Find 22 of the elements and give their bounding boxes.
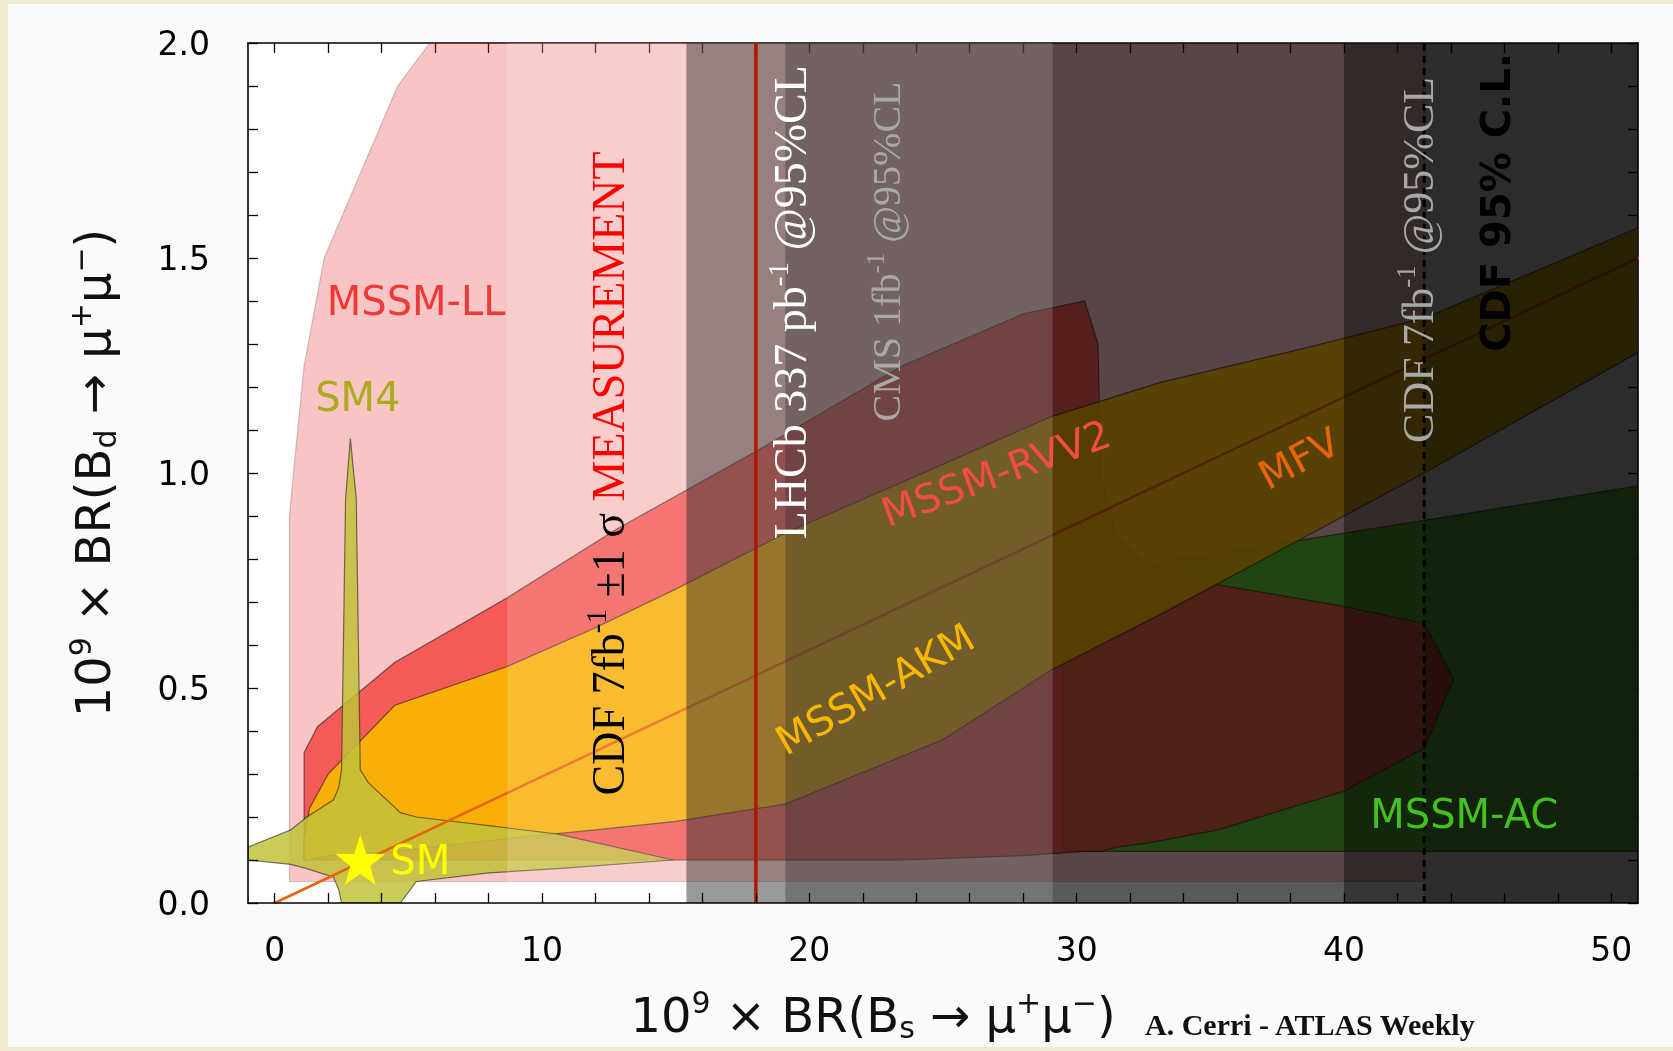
legend-label: MSSM-AC bbox=[1370, 791, 1559, 838]
y-tick-label: 0.0 bbox=[157, 883, 210, 923]
band-label: LHCb 337 pb-1 @95%CL bbox=[762, 65, 816, 540]
band-label: CDF 7fb-1 ±1 σ MEASUREMENT bbox=[580, 151, 634, 796]
text: 109 × BR(Bd → μ+μ−) bbox=[62, 228, 123, 718]
text: MFV bbox=[1250, 417, 1348, 499]
text: A. Cerri - ATLAS Weekly bbox=[1145, 1008, 1475, 1041]
y-tick-label: 1.0 bbox=[157, 453, 210, 493]
x-tick-label: 20 bbox=[788, 930, 831, 969]
y-tick-label: 1.5 bbox=[157, 238, 210, 278]
x-tick-label: 40 bbox=[1322, 930, 1365, 969]
band-label: CMS 1fb-1 @95%CL bbox=[862, 81, 909, 422]
band-label: CDF 7fb-1 @95%CL bbox=[1391, 76, 1443, 443]
legend-label: MSSM-LL bbox=[326, 278, 507, 324]
x-tick-label: 10 bbox=[521, 930, 564, 969]
x-tick-label: 50 bbox=[1590, 930, 1633, 969]
y-tick-label: 0.5 bbox=[157, 668, 210, 708]
y-tick-label: 2.0 bbox=[157, 23, 210, 63]
x-tick-label: 30 bbox=[1055, 930, 1098, 969]
legend-label: SM4 bbox=[315, 374, 401, 421]
x-tick-label: 0 bbox=[264, 930, 286, 969]
series-label: SM bbox=[390, 837, 451, 883]
